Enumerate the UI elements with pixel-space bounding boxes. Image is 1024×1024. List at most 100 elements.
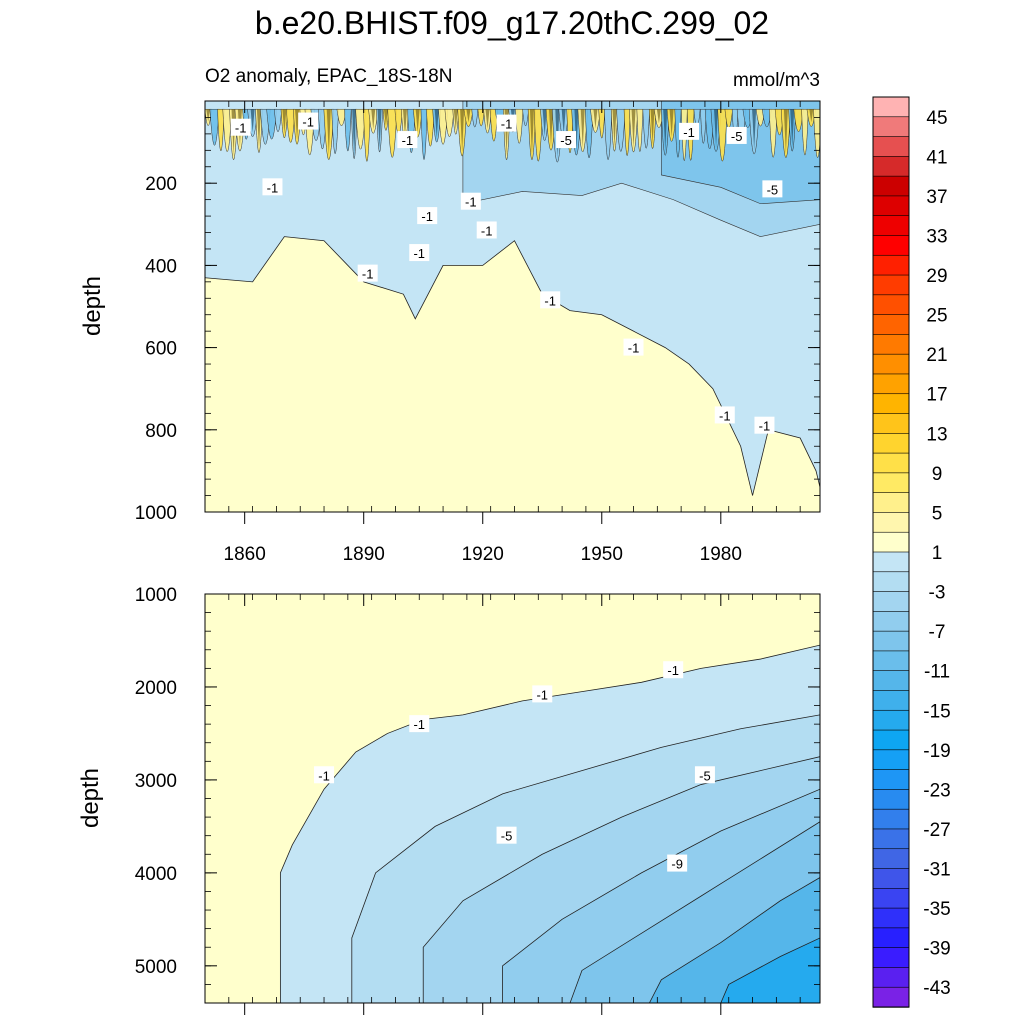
colorbar-swatch xyxy=(872,709,910,731)
colorbar-swatch xyxy=(872,789,910,810)
plot-area: -1 -1 -1 -1 -1 -1 -1 -1 -1 -1 -5 -1 -1 -1 -5 -5 -1 -1 xyxy=(205,101,820,512)
colorbar-swatch xyxy=(872,888,910,909)
y-tick-label: 1000 xyxy=(135,503,177,524)
variability-core xyxy=(371,109,376,130)
colorbar-tick-label: -39 xyxy=(923,939,950,960)
variability-core xyxy=(542,109,547,137)
variability-core xyxy=(402,109,407,137)
contour-label-box xyxy=(762,180,783,198)
colorbar-swatch xyxy=(872,433,910,454)
y-tick-label: 1000 xyxy=(135,585,177,606)
colorbar-tick-label: -7 xyxy=(929,622,946,643)
lower-y-axis-label: depth xyxy=(77,768,104,828)
variability-core xyxy=(460,109,465,152)
colorbar-swatch xyxy=(872,334,910,355)
contour-label: -1 xyxy=(413,717,425,732)
contour-line xyxy=(569,821,820,1003)
plot-area: -1 -1 -1 -1 -5 -5 -9 xyxy=(205,594,820,1003)
colorbar-tick-label: -31 xyxy=(923,860,950,881)
contour-label: -5 xyxy=(560,133,572,148)
variability-core xyxy=(466,109,471,123)
contour-label-box xyxy=(667,854,688,872)
colorbar-tick-label: 29 xyxy=(926,266,947,287)
contour-label: -1 xyxy=(421,209,433,224)
colorbar-swatch xyxy=(872,413,910,435)
colorbar-swatch xyxy=(872,393,910,415)
contour-label: -1 xyxy=(481,223,493,238)
colorbar-swatch xyxy=(872,156,910,177)
colorbar-tick-label: -11 xyxy=(924,662,950,683)
colorbar-swatch xyxy=(872,650,910,672)
colorbar-swatch xyxy=(872,907,910,929)
anomaly-region-level xyxy=(720,937,820,1003)
chart-title: b.e20.BHIST.f09_g17.20thC.299_02 xyxy=(255,5,769,41)
contour-line xyxy=(649,877,820,1003)
y-tick-label: 200 xyxy=(145,174,177,195)
variability-core xyxy=(383,109,388,127)
contour-label: -9 xyxy=(671,857,683,872)
colorbar-swatch xyxy=(872,769,910,791)
contour-label-box xyxy=(532,685,553,703)
variability-core xyxy=(377,109,382,148)
colorbar-tick-label: -35 xyxy=(923,899,950,920)
contour-label-box xyxy=(556,131,577,149)
colorbar-swatch xyxy=(872,314,910,336)
contour-line-minus1 xyxy=(205,236,820,496)
colorbar-tick-label: -15 xyxy=(923,701,950,722)
contour-label: -1 xyxy=(302,115,314,130)
colorbar-swatch xyxy=(872,591,910,613)
contour-label-box xyxy=(476,221,497,239)
colorbar-tick-label: 17 xyxy=(926,385,947,406)
upper-depth-panel: -1 -1 -1 -1 -1 -1 -1 -1 -1 -1 -5 -1 -1 -1 -5 -5 -1 -1 200 4… xyxy=(135,100,821,565)
contour-label: -1 xyxy=(413,246,425,261)
variability-core xyxy=(295,109,300,141)
colorbar-swatch xyxy=(872,116,910,138)
contour-label-box xyxy=(230,118,251,136)
colorbar-swatch xyxy=(872,294,910,316)
contour-label-box xyxy=(496,826,517,844)
contour-line xyxy=(720,937,820,1003)
colorbar-swatch xyxy=(872,551,910,573)
colorbar-swatch xyxy=(872,611,910,632)
y-tick-label: 400 xyxy=(145,256,177,277)
colorbar-tick-label: 25 xyxy=(926,306,947,327)
chart-subtitle: O2 anomaly, EPAC_18S-18N xyxy=(205,66,452,87)
variability-core xyxy=(206,109,211,122)
colorbar-swatch xyxy=(872,808,910,830)
colorbar-swatch xyxy=(872,749,910,771)
variability-core xyxy=(580,109,585,148)
chart-units: mmol/m^3 xyxy=(733,70,820,91)
anomaly-region-minus1 xyxy=(205,101,820,496)
y-tick-label: 5000 xyxy=(135,957,177,978)
colorbar-tick-label: 1 xyxy=(932,543,943,564)
variability-core xyxy=(453,109,458,131)
contour-label-box xyxy=(262,178,283,196)
colorbar-frame xyxy=(872,96,910,1008)
colorbar-swatch xyxy=(872,986,910,1008)
contour-label: -1 xyxy=(628,341,640,356)
colorbar-tick-label: -23 xyxy=(923,780,950,801)
contour-label: -1 xyxy=(683,125,695,140)
variability-core xyxy=(529,109,534,156)
contour-label: -1 xyxy=(402,133,414,148)
contour-label-box xyxy=(694,766,715,784)
y-tick-label: 800 xyxy=(145,421,177,442)
x-tick-label: 1980 xyxy=(700,544,742,565)
colorbar-tick-label: 41 xyxy=(926,147,947,168)
contour-label-box xyxy=(409,715,430,733)
contour-label: -1 xyxy=(362,267,374,282)
variability-core xyxy=(561,109,566,135)
colorbar-swatch xyxy=(872,927,910,949)
variability-core xyxy=(714,109,719,148)
colorbar-swatch xyxy=(872,136,910,158)
plot-frame xyxy=(204,100,821,513)
variability-core xyxy=(282,109,287,134)
colorbar-tick-label: 33 xyxy=(926,226,947,247)
colorbar-tick-label: 37 xyxy=(926,187,947,208)
colorbar-swatch xyxy=(872,274,910,296)
colorbar-tick-label: 21 xyxy=(926,345,947,366)
variability-core xyxy=(434,109,439,139)
colorbar-swatch xyxy=(872,472,910,494)
variability-core xyxy=(256,109,261,149)
